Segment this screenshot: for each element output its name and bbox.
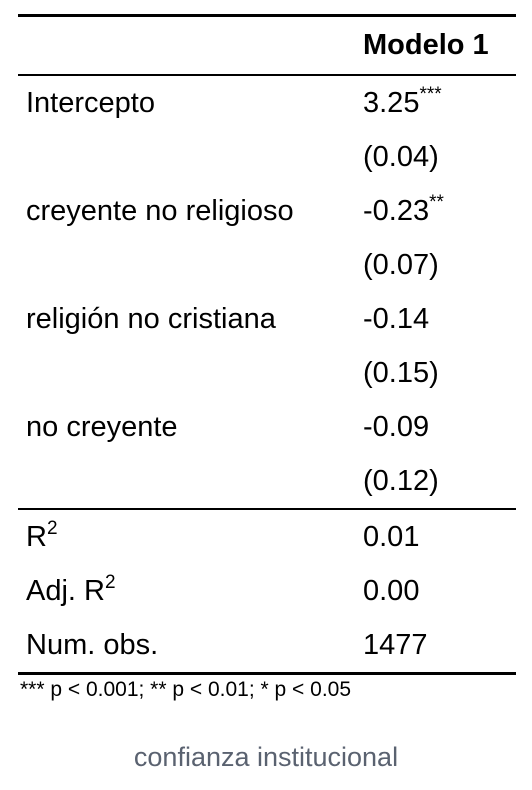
coef-se: (0.04): [363, 140, 439, 173]
se-row-religion-no-cristiana: (0.15): [18, 346, 516, 400]
header-row: Modelo 1: [18, 17, 516, 74]
coef-label: creyente no religioso: [26, 194, 294, 227]
coef-row-no-creyente: no creyente -0.09: [18, 400, 516, 454]
estimate-value: -0.23: [363, 194, 430, 227]
stat-label-text: R: [26, 520, 47, 553]
stat-label-text: Adj. R: [26, 574, 105, 607]
stat-row-r2: R2 0.01: [18, 510, 516, 564]
coef-row-religion-no-cristiana: religión no cristiana -0.14: [18, 292, 516, 346]
stat-label-sup: 2: [46, 517, 58, 539]
bottom-rule: [18, 672, 516, 675]
stat-label: Num. obs.: [18, 629, 363, 662]
estimate-value: -0.14: [363, 302, 430, 335]
table-caption: confianza institucional: [133, 742, 399, 772]
se-row-intercept: (0.04): [18, 130, 516, 184]
stat-row-num-obs: Num. obs. 1477: [18, 618, 516, 672]
stat-value: 0.00: [363, 574, 420, 607]
stat-label: R2: [18, 517, 363, 554]
stat-row-adj-r2: Adj. R2 0.00: [18, 564, 516, 618]
se-row-no-creyente: (0.12): [18, 454, 516, 508]
mid-rule: [18, 508, 516, 510]
coef-estimate: -0.23**: [363, 191, 516, 228]
significance-note: *** p < 0.001; ** p < 0.01; * p < 0.05: [20, 678, 352, 701]
significance-stars: ***: [419, 83, 442, 105]
coef-se: (0.15): [363, 356, 439, 389]
coef-row-creyente-no-religioso: creyente no religioso -0.23**: [18, 184, 516, 238]
coef-se: (0.07): [363, 248, 439, 281]
coef-label: no creyente: [26, 410, 178, 443]
coef-estimate: 3.25***: [363, 83, 516, 120]
coef-se: (0.12): [363, 464, 439, 497]
coef-label: Intercepto: [26, 86, 155, 119]
stat-label-text: Num. obs.: [26, 628, 159, 661]
coef-estimate: -0.09: [363, 411, 516, 444]
stat-label-sup: 2: [104, 571, 116, 593]
se-row-creyente-no-religioso: (0.07): [18, 238, 516, 292]
estimate-value: 3.25: [363, 86, 420, 119]
stat-value: 0.01: [363, 520, 420, 553]
coef-label: religión no cristiana: [26, 302, 276, 335]
top-rule: [18, 14, 516, 17]
stat-value: 1477: [363, 628, 428, 661]
stat-label: Adj. R2: [18, 571, 363, 608]
estimate-value: -0.09: [363, 410, 430, 443]
regression-table: Modelo 1 Intercepto 3.25*** (0.04) creye…: [18, 14, 516, 675]
significance-stars: **: [429, 191, 444, 213]
coef-estimate: -0.14: [363, 303, 516, 336]
model-header: Modelo 1: [363, 29, 489, 61]
header-rule: [18, 74, 516, 76]
coef-row-intercept: Intercepto 3.25***: [18, 76, 516, 130]
